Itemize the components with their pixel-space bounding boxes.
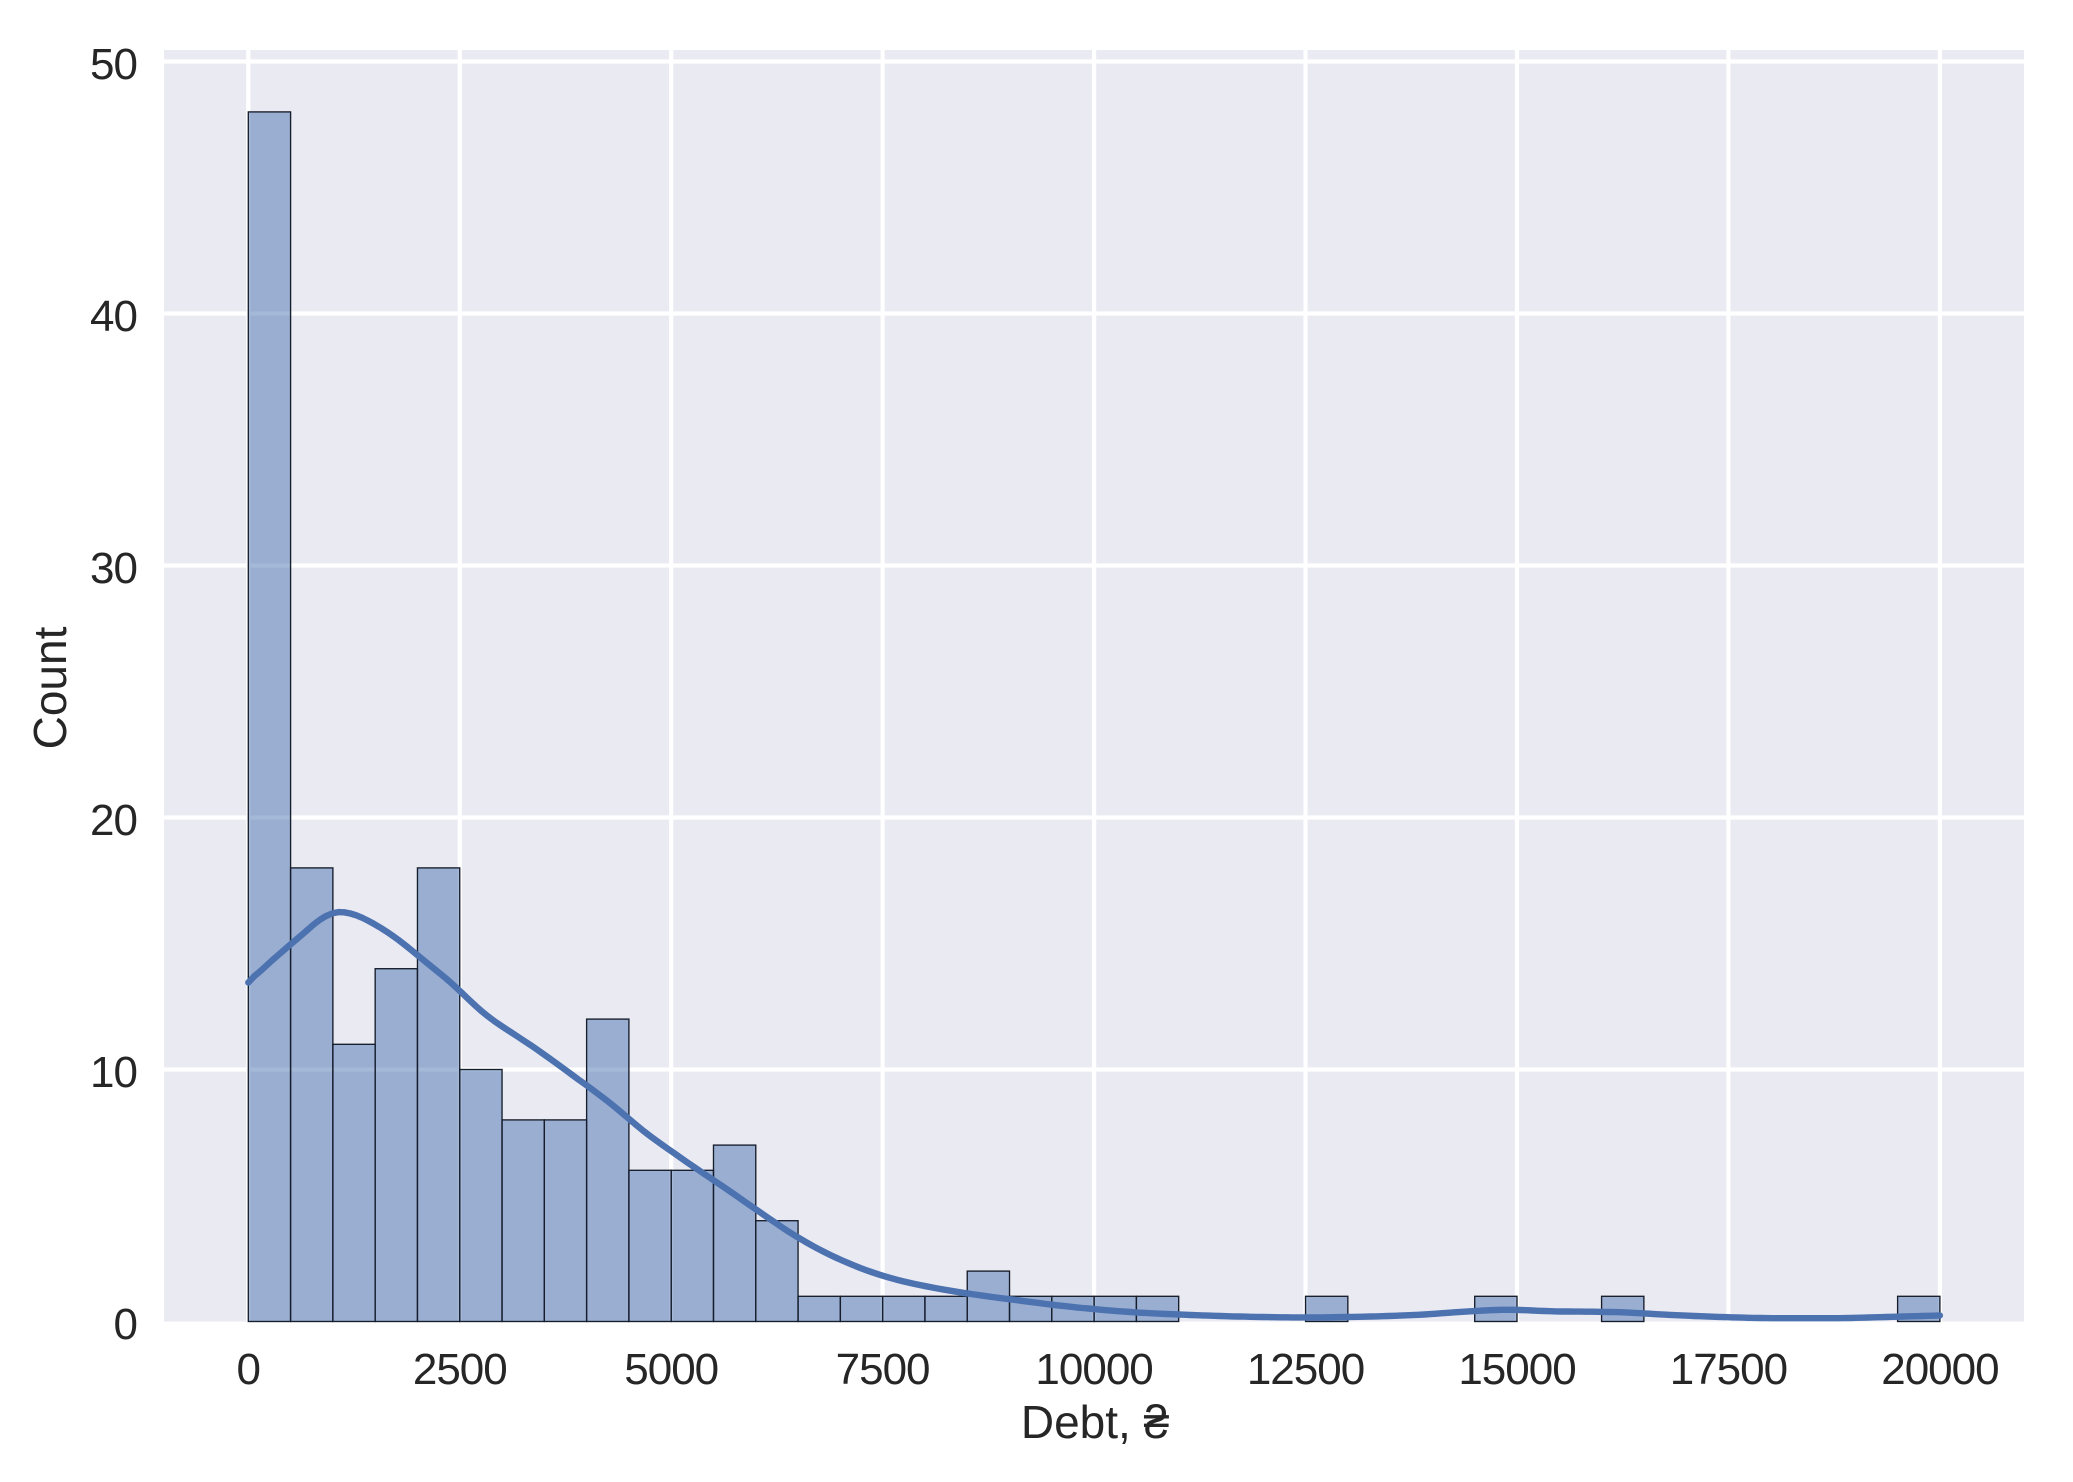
svg-text:0: 0 (237, 1345, 260, 1394)
svg-text:5000: 5000 (624, 1345, 718, 1394)
svg-text:40: 40 (90, 292, 137, 341)
svg-text:10000: 10000 (1035, 1345, 1152, 1394)
svg-text:30: 30 (90, 544, 137, 593)
svg-text:50: 50 (90, 40, 137, 89)
svg-text:Count: Count (24, 626, 76, 749)
svg-text:20000: 20000 (1881, 1345, 1998, 1394)
svg-text:0: 0 (114, 1300, 137, 1349)
svg-text:17500: 17500 (1670, 1345, 1787, 1394)
svg-text:20: 20 (90, 796, 137, 845)
svg-text:15000: 15000 (1458, 1345, 1575, 1394)
svg-text:7500: 7500 (836, 1345, 930, 1394)
svg-text:2500: 2500 (413, 1345, 507, 1394)
svg-text:Debt, ₴: Debt, ₴ (1021, 1396, 1170, 1448)
svg-text:10: 10 (90, 1048, 137, 1097)
svg-text:12500: 12500 (1247, 1345, 1364, 1394)
